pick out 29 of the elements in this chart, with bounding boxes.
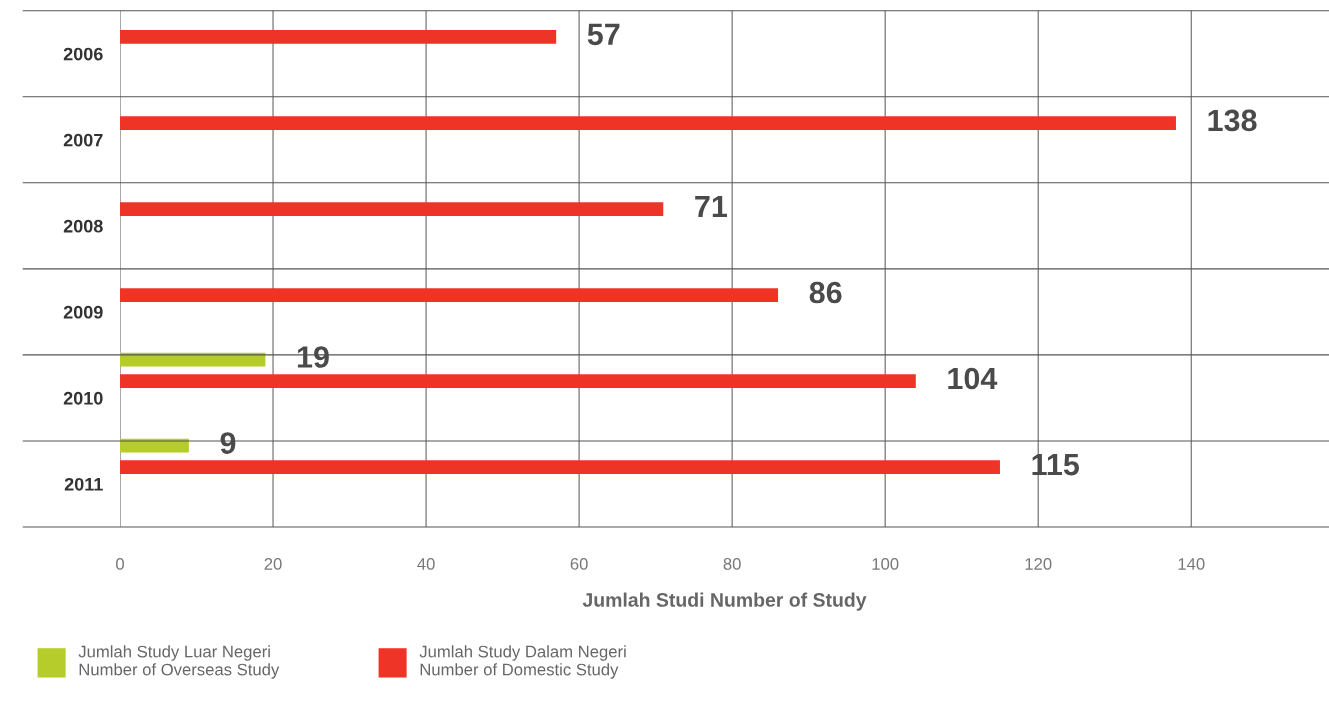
x-tick-label: 0 [116, 558, 124, 570]
y-tick-label: 2009 [63, 305, 103, 319]
y-tick-label: 2010 [63, 391, 103, 405]
x-axis-title: Jumlah Studi Number of Study [582, 592, 867, 611]
legend-label: Jumlah Study Luar Negeri Number of Overseas Study [78, 645, 280, 679]
y-tick-label: 2006 [63, 47, 103, 61]
bar [120, 202, 664, 216]
x-tick-label: 100 [872, 558, 899, 570]
x-tick-label: 80 [723, 558, 741, 570]
data-label: 104 [948, 367, 998, 390]
x-tick-label: 40 [417, 558, 435, 570]
bar [120, 30, 557, 44]
x-tick-label: 20 [264, 558, 282, 570]
data-label: 57 [587, 23, 620, 46]
legend-label: Jumlah Study Dalam Negeri Number of Domestic Study [419, 645, 626, 679]
x-tick-label: 120 [1025, 558, 1052, 570]
y-tick-label: 2008 [63, 219, 103, 233]
bar [120, 288, 779, 302]
data-label: 71 [695, 195, 728, 217]
data-label: 9 [220, 432, 236, 454]
data-label: 86 [809, 281, 842, 304]
y-tick-label: 2011 [64, 477, 103, 491]
y-tick-label: 2007 [63, 133, 103, 147]
bar [120, 460, 1000, 475]
x-tick-label: 60 [570, 558, 588, 570]
bar [120, 374, 916, 389]
bar [120, 116, 1176, 130]
data-label: 138 [1208, 109, 1257, 132]
x-tick-label: 140 [1178, 558, 1205, 570]
